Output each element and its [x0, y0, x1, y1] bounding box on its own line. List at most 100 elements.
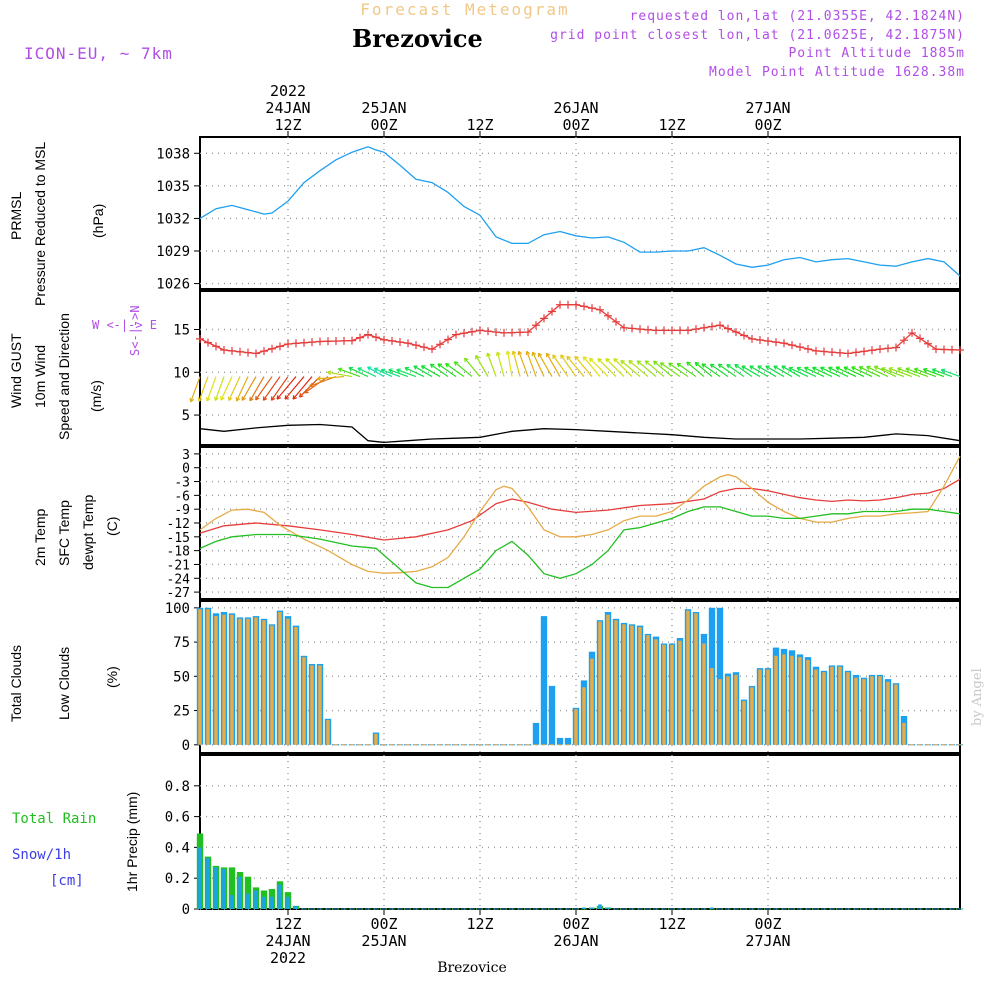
- precip-legend-snow: Snow/1h: [12, 847, 72, 863]
- cloud-bar-1: [262, 620, 266, 745]
- temp-dewpt-line: [199, 506, 961, 589]
- cloud-bar-1: [630, 625, 634, 745]
- wind-arrow: [613, 357, 633, 377]
- y-tick-label: 15: [173, 323, 190, 339]
- wind-arrow: [429, 363, 449, 378]
- gust-marker: [292, 339, 300, 348]
- cloud-bar-1: [790, 655, 794, 745]
- gust-marker: [892, 343, 900, 352]
- y-tick-label: 5: [182, 408, 190, 424]
- precip-bar-1: [198, 847, 202, 909]
- cloud-bar-1: [854, 677, 858, 745]
- cloud-bar-1: [750, 687, 754, 745]
- gust-marker: [852, 348, 860, 357]
- wind-arrow: [517, 350, 529, 377]
- gust-marker: [652, 326, 660, 335]
- y-tick-label: -3: [174, 476, 190, 491]
- point-altitude: Point Altitude 1885m: [788, 46, 965, 61]
- gust-marker: [604, 311, 612, 320]
- gust-marker: [756, 335, 764, 344]
- gust-marker: [364, 330, 372, 339]
- cloud-bar-1: [654, 639, 658, 745]
- wind-arrow: [913, 367, 937, 378]
- gust-marker: [348, 336, 356, 345]
- gust-marker: [924, 339, 932, 348]
- gust-marker: [940, 345, 948, 354]
- gust-marker: [788, 341, 796, 350]
- cloud-bar-1: [214, 616, 218, 745]
- wind-arrow: [940, 368, 961, 378]
- x-tick-label-top: 00Z: [754, 116, 781, 134]
- wind-arrow: [367, 366, 385, 378]
- gust-marker: [316, 337, 324, 346]
- y-tick-label: 1038: [156, 146, 190, 162]
- cloud-bar-1: [606, 614, 610, 745]
- cloud-bar-1: [798, 657, 802, 745]
- cloud-bar-1: [374, 733, 378, 745]
- y-tick-label: 75: [173, 635, 190, 651]
- precip-legend-unit: [cm]: [50, 873, 84, 889]
- gust-marker: [588, 304, 596, 313]
- cloud-bar-1: [774, 655, 778, 745]
- cloud-bar-1: [862, 679, 866, 745]
- cloud-bar-1: [614, 620, 618, 745]
- x-tick-label-top: 24JAN: [265, 99, 310, 117]
- wind-arrow: [537, 352, 553, 377]
- y-tick-label: -9: [174, 503, 190, 518]
- y-tick-label: -27: [167, 586, 190, 601]
- cloud-bar-1: [726, 676, 730, 745]
- precip-bar-1: [606, 907, 610, 909]
- gust-marker: [660, 326, 668, 335]
- x-tick-label-top: 00Z: [370, 116, 397, 134]
- model-point-altitude: Model Point Altitude 1628.38m: [709, 65, 965, 80]
- gust-marker: [508, 328, 516, 337]
- wind-arrow: [812, 366, 833, 378]
- cloud-bar-1: [246, 618, 250, 745]
- wind-compass-we: W <-|-> E: [92, 318, 158, 332]
- wind-arrow: [858, 365, 881, 378]
- gust-marker: [684, 326, 692, 335]
- wind-arrow: [241, 376, 257, 401]
- cloud-bar-1: [886, 681, 890, 745]
- gust-marker: [396, 338, 404, 347]
- wind-arrow: [531, 351, 545, 377]
- cloud-bar-1: [286, 618, 290, 745]
- panel-frame-1: [199, 290, 961, 446]
- x-tick-label-bottom: 00Z: [562, 915, 589, 933]
- panel-frame-0: [199, 136, 961, 290]
- gust-marker: [596, 305, 604, 314]
- cloud-bar-0: [548, 685, 556, 745]
- wind-arrow: [214, 376, 225, 401]
- y-tick-label: 3: [182, 448, 190, 463]
- wind-arrow: [726, 363, 745, 378]
- cloud-bar-1: [678, 640, 682, 745]
- gust-marker: [644, 325, 652, 334]
- wind-arrow: [249, 376, 265, 402]
- gust-marker: [572, 300, 580, 309]
- wind-arrow: [773, 365, 793, 378]
- y-tick-label: 0.8: [165, 779, 190, 795]
- x-tick-label-bottom: 00Z: [370, 915, 397, 933]
- y-tick-label: -24: [167, 572, 191, 587]
- wind-arrow: [922, 367, 945, 378]
- wind-arrow: [304, 376, 329, 394]
- gust-marker: [884, 344, 892, 353]
- y-tick-label: 0.4: [165, 840, 190, 856]
- gust-marker: [724, 324, 732, 333]
- gust-marker: [220, 346, 228, 355]
- wind-arrow: [866, 365, 889, 378]
- gust-marker: [308, 338, 316, 347]
- gust-marker: [420, 343, 428, 352]
- precip-bar-1: [294, 905, 298, 909]
- wind-arrow: [255, 376, 273, 401]
- wind-arrow: [486, 352, 497, 377]
- wind-arrow: [788, 366, 809, 378]
- cloud-bar-1: [670, 644, 674, 745]
- gust-marker: [196, 334, 204, 343]
- wind-arrow: [284, 376, 305, 400]
- precip-bar-1: [246, 893, 250, 909]
- wind-arrow: [757, 365, 777, 378]
- cloud-bar-0: [716, 607, 724, 745]
- gust-marker: [300, 338, 308, 347]
- precip-legend-rain: Total Rain: [12, 811, 97, 827]
